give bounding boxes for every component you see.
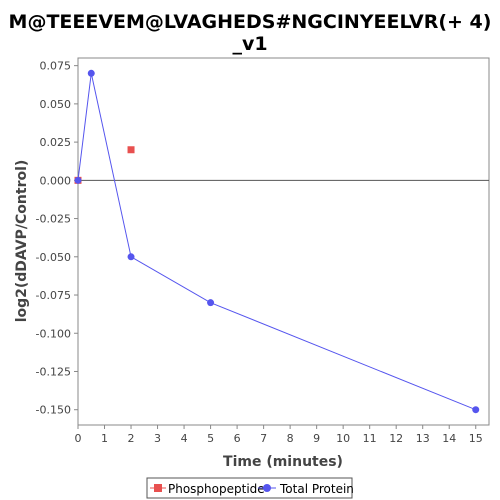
y-tick-label: -0.025 (36, 213, 71, 226)
total-protein-point (207, 299, 215, 307)
x-tick-label: 12 (389, 432, 403, 445)
x-tick-label: 5 (207, 432, 214, 445)
x-tick-label: 15 (469, 432, 483, 445)
y-tick-label: 0.050 (40, 98, 72, 111)
legend-phospho-marker (154, 484, 162, 492)
total-protein-point (127, 253, 135, 261)
x-tick-label: 9 (313, 432, 320, 445)
x-tick-label: 11 (363, 432, 377, 445)
x-tick-label: 8 (287, 432, 294, 445)
x-tick-label: 6 (234, 432, 241, 445)
legend-total-marker (263, 484, 271, 492)
total-protein-point (74, 176, 82, 184)
x-tick-label: 10 (336, 432, 350, 445)
x-tick-label: 7 (260, 432, 267, 445)
y-tick-label: 0.025 (40, 136, 72, 149)
x-axis-label: Time (minutes) (223, 454, 343, 470)
legend: Phosphopeptide Total Protein (146, 477, 354, 499)
y-tick-label: -0.075 (36, 289, 71, 302)
chart-title-line1: M@TEEEVEM@LVAGHEDS#NGCINYEELVR(+ 4) (9, 11, 492, 33)
y-tick-label: 0.000 (40, 174, 72, 187)
x-tick-label: 3 (154, 432, 161, 445)
legend-total-label: Total Protein (279, 482, 354, 496)
x-tick-label: 1 (101, 432, 108, 445)
x-tick-label: 0 (75, 432, 82, 445)
legend-phospho-label: Phosphopeptide (168, 482, 265, 496)
x-tick-label: 13 (416, 432, 430, 445)
y-tick-label: -0.125 (36, 365, 71, 378)
chart-title-line2: _v1 (232, 33, 267, 55)
x-tick-label: 2 (128, 432, 135, 445)
x-tick-label: 14 (442, 432, 456, 445)
plot-area (77, 57, 490, 426)
total-protein-point (87, 69, 95, 77)
x-tick-label: 4 (181, 432, 188, 445)
y-tick-label: -0.150 (36, 404, 71, 417)
y-tick-label: 0.075 (40, 60, 72, 73)
y-tick-label: -0.050 (36, 251, 71, 264)
total-protein-point (472, 406, 480, 414)
phosphopeptide-point (127, 146, 135, 154)
legend-box (146, 477, 353, 499)
y-axis-label: log2(dDAVP/Control) (14, 160, 30, 323)
y-tick-label: -0.100 (36, 327, 71, 340)
